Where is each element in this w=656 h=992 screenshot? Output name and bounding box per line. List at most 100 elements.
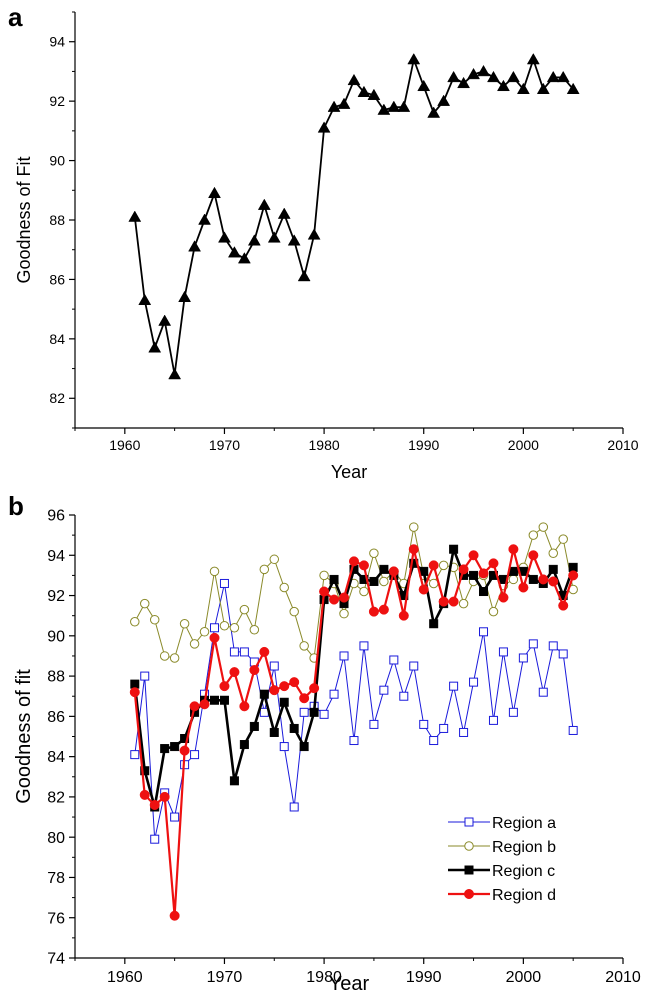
data-point [427, 106, 441, 118]
data-point [319, 709, 329, 719]
data-point [359, 586, 369, 597]
x-tick-label: 2010 [605, 969, 641, 986]
data-point [359, 574, 369, 584]
data-point [229, 623, 240, 633]
data-point [168, 368, 182, 380]
data-point [279, 742, 289, 752]
data-point [546, 70, 560, 83]
data-point [389, 655, 399, 665]
data-point [189, 701, 200, 712]
data-point [448, 596, 459, 607]
data-point [289, 677, 300, 688]
data-point [329, 574, 339, 584]
data-point [516, 82, 530, 95]
y-tick-label: 82 [47, 790, 65, 807]
data-point [369, 719, 379, 729]
data-point [309, 683, 320, 694]
data-point [140, 766, 150, 776]
data-point [259, 689, 269, 699]
legend-item: Region d [448, 887, 556, 904]
x-axis-title: Year [331, 462, 367, 482]
data-point [279, 681, 290, 692]
data-point [538, 522, 549, 532]
data-point [518, 582, 529, 593]
data-point [269, 554, 280, 565]
data-point [469, 677, 479, 687]
legend-item: Region c [448, 863, 555, 880]
data-point [229, 667, 240, 678]
data-point [528, 574, 538, 584]
data-point [170, 812, 180, 822]
data-point [528, 550, 539, 561]
y-tick-label: 88 [49, 212, 65, 228]
data-point [528, 530, 539, 540]
data-point [368, 606, 379, 617]
legend-item: Region b [448, 839, 556, 856]
legend-label: Region b [492, 839, 556, 856]
data-point [497, 79, 510, 92]
data-point [239, 701, 250, 712]
data-point [319, 586, 330, 597]
panel-a-letter: a [8, 2, 23, 32]
data-point [199, 627, 210, 637]
data-point [179, 618, 190, 629]
data-point [287, 234, 301, 246]
data-point [140, 671, 150, 681]
data-point [327, 100, 341, 112]
data-point [150, 834, 160, 844]
data-point [379, 564, 389, 574]
data-point [488, 715, 498, 725]
data-point [259, 646, 270, 657]
data-point [407, 53, 421, 65]
data-point [428, 578, 439, 589]
data-point [417, 79, 431, 92]
data-point [289, 606, 299, 617]
data-point [239, 647, 249, 657]
data-point [418, 584, 429, 595]
data-point [339, 592, 350, 603]
data-point [249, 625, 260, 635]
data-point [339, 651, 349, 661]
y-tick-label: 78 [47, 870, 65, 887]
y-tick-label: 90 [49, 152, 65, 168]
data-point [459, 727, 469, 737]
y-axis-title: Goodness of fit [13, 669, 35, 804]
data-point [469, 570, 479, 580]
series-0 [128, 53, 580, 380]
data-point [259, 564, 270, 575]
data-point [297, 269, 311, 282]
x-tick-label: 2000 [508, 437, 539, 453]
data-point [130, 750, 140, 760]
data-point [209, 566, 220, 577]
data-point [299, 693, 310, 704]
data-point [158, 314, 172, 326]
data-point [289, 723, 299, 733]
series-line [133, 548, 575, 917]
data-point [227, 246, 241, 258]
data-point [219, 578, 229, 588]
data-point [179, 745, 190, 756]
data-point [429, 619, 439, 629]
data-point [367, 88, 381, 100]
data-point [447, 70, 461, 83]
data-point [478, 568, 489, 579]
legend-label: Region d [492, 887, 556, 904]
chart-b: 74 76 78 80 82 84 86 88 90 92 94 96 1960 1970 1980 1990… [13, 508, 641, 992]
y-tick-label: 96 [47, 508, 65, 525]
data-point [219, 695, 229, 705]
data-point [449, 681, 459, 691]
y-tick-label: 88 [47, 669, 65, 686]
data-point [198, 213, 211, 225]
data-point [458, 564, 469, 575]
data-point [130, 679, 140, 689]
data-point [299, 641, 309, 651]
data-point [568, 725, 578, 735]
data-point [309, 707, 319, 717]
data-point [548, 641, 558, 651]
data-point [536, 82, 550, 95]
x-tick-label: 2010 [607, 437, 638, 453]
data-point [487, 70, 500, 83]
data-point [429, 736, 439, 746]
data-point [439, 723, 449, 733]
data-point [379, 685, 389, 695]
